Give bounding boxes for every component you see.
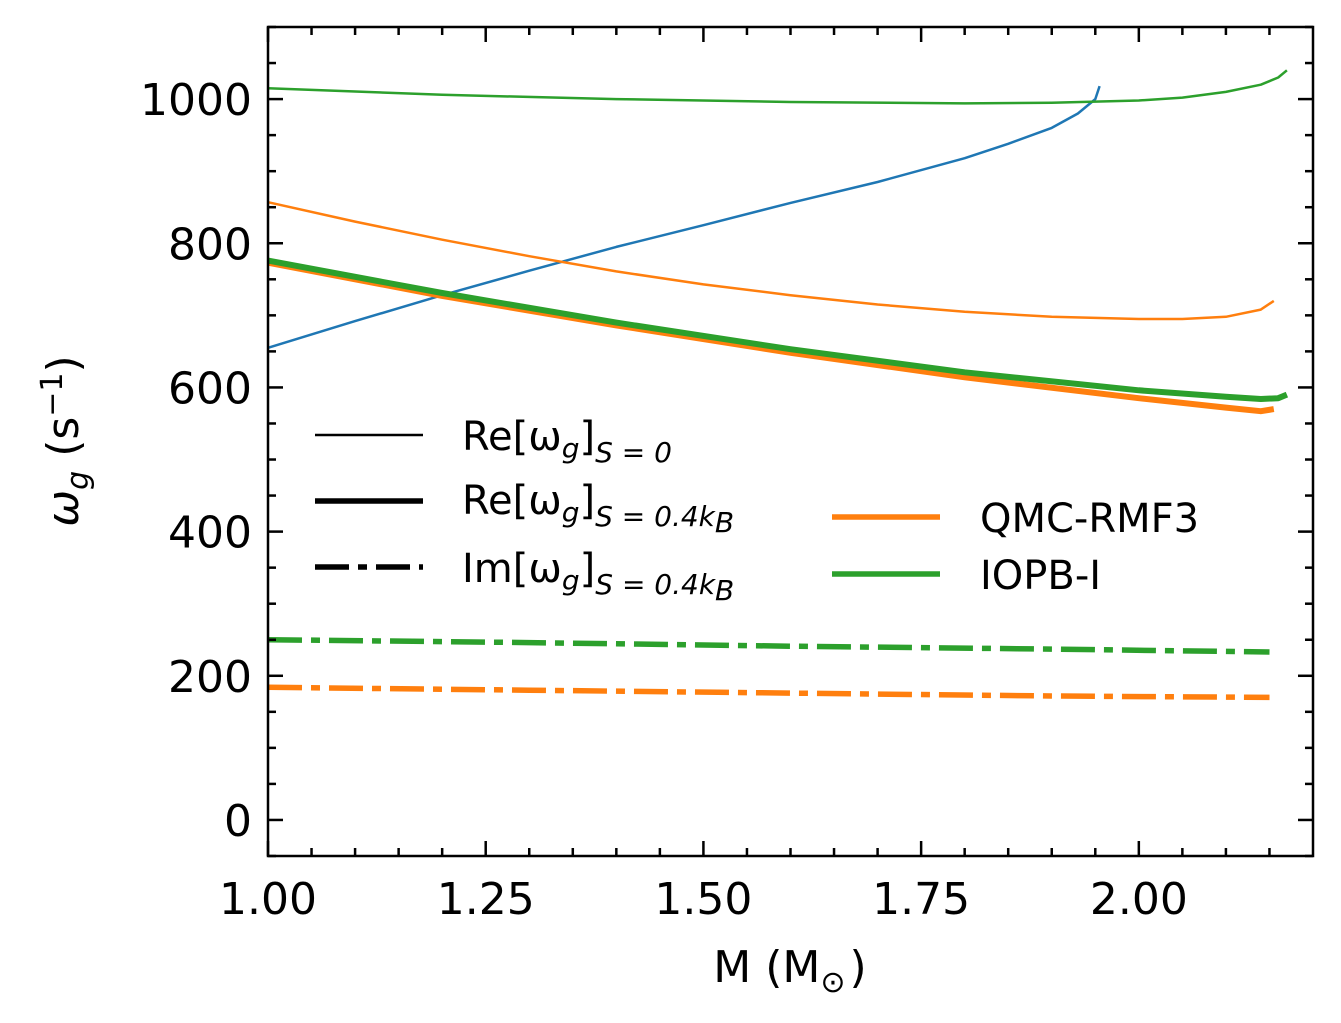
series-line-5 [267, 636, 1270, 655]
plot-frame [266, 25, 1315, 858]
y-tick-label: 800 [168, 219, 252, 270]
legend-model-qmc-label: QMC-RMF3 [980, 496, 1199, 542]
series-line-2 [267, 69, 1288, 105]
series-line-1 [267, 200, 1275, 321]
series-line-0 [267, 85, 1101, 349]
x-axis-title-close: ) [850, 942, 867, 993]
x-tick-label: 2.00 [1090, 874, 1188, 925]
series-layer [267, 69, 1289, 701]
y-axis-title-omega: ω [38, 490, 89, 527]
y-axis-title-sub: g [61, 471, 96, 490]
legend-styles: Re[ωg]S = 0 Re[ωg]S = 0.4kB Im[ωg]S = 0.… [315, 414, 734, 607]
series-line-4 [267, 257, 1289, 402]
y-tick-label: 600 [168, 363, 252, 414]
x-tick-label: 1.25 [437, 874, 535, 925]
y-tick-label: 400 [168, 508, 252, 559]
y-tick-label: 0 [224, 796, 252, 847]
legend-model-iopb-label: IOPB-I [980, 553, 1101, 599]
y-axis-title: ωg (s−1) [35, 355, 96, 526]
x-tick-label: 1.00 [219, 874, 317, 925]
y-axis-title-exp: −1 [35, 372, 70, 416]
legend-style-thick-label: Re[ωg]S = 0.4kB [462, 478, 734, 539]
svg-text:ωg(s−1): ωg (s−1) [35, 355, 96, 526]
x-axis-title: M (M⊙) [713, 942, 866, 1000]
ticks-layer: 1.00 1.25 1.50 1.75 2.00 0 200 400 600 800 1000 [140, 25, 1313, 925]
x-tick-label: 1.50 [654, 874, 752, 925]
y-axis-title-unit: (s [38, 417, 89, 457]
y-axis-title-close: ) [38, 355, 89, 372]
y-tick-label: 1000 [140, 75, 252, 126]
legend-style-dashdot-label: Im[ωg]S = 0.4kB [462, 546, 734, 607]
series-line-6 [267, 684, 1270, 701]
x-axis-title-main: M (M [713, 942, 820, 993]
x-tick-label: 1.75 [872, 874, 970, 925]
legend-style-thin-label: Re[ωg]S = 0 [462, 414, 672, 469]
y-tick-label: 200 [168, 652, 252, 703]
x-axis-title-sub: ⊙ [820, 965, 845, 1000]
legend-models: QMC-RMF3 IOPB-I [832, 496, 1199, 599]
